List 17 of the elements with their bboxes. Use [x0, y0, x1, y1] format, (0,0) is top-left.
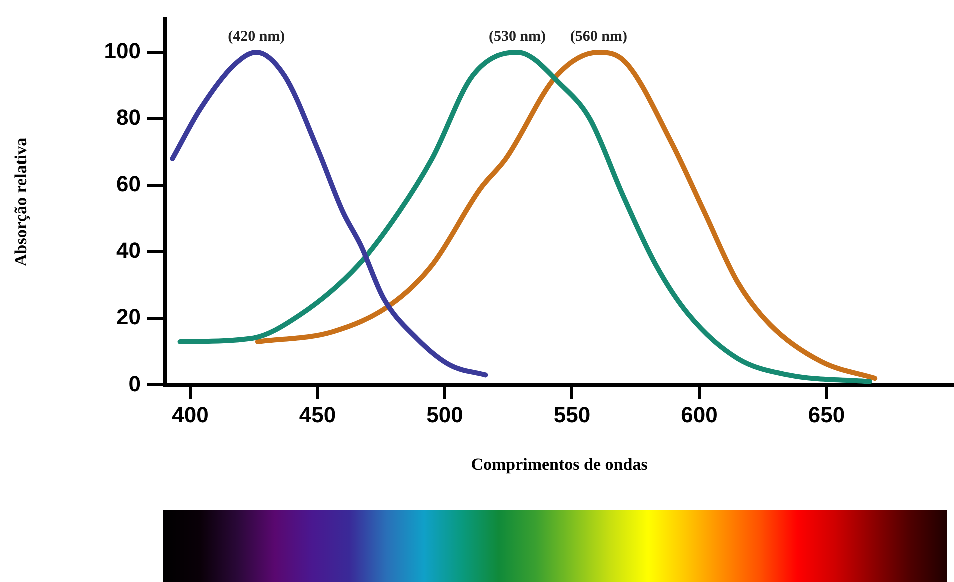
x-axis-title: Comprimentos de ondas [471, 455, 648, 474]
y-tick-label: 40 [116, 238, 141, 264]
y-tick-label: 60 [116, 172, 141, 197]
x-tick-label: 500 [426, 402, 464, 428]
y-axis-title: Absorção relativa [12, 137, 31, 266]
x-tick-label: 600 [681, 402, 718, 428]
x-tick-label: 650 [808, 402, 846, 428]
x-tick-label: 450 [299, 402, 336, 428]
y-tick-label: 20 [116, 304, 141, 330]
annotation: (530 nm) [488, 28, 546, 45]
annotation: (560 nm) [570, 28, 628, 45]
x-tick-label: 400 [172, 402, 209, 428]
y-tick-label: 100 [104, 38, 141, 64]
annotation: (420 nm) [228, 28, 286, 45]
x-tick-label: 550 [554, 402, 591, 428]
y-tick-label: 80 [116, 105, 141, 130]
y-tick-label: 0 [128, 371, 141, 396]
